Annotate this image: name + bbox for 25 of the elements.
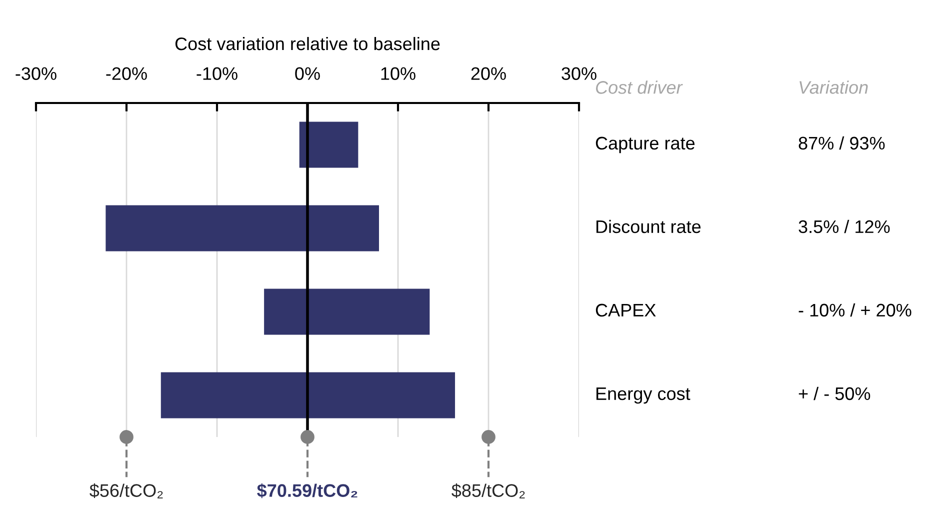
text: - 10% / + 20% xyxy=(798,303,912,317)
text: Cost driver xyxy=(596,80,683,94)
text: 87% / 93% xyxy=(798,136,885,150)
bar xyxy=(160,372,456,418)
ref-line-label: $85/tCO₂ xyxy=(452,483,525,498)
x-tick-label: 10% xyxy=(381,67,416,80)
x-tick-label: -20% xyxy=(106,67,147,80)
y-tick-label: Discount rate xyxy=(596,220,701,234)
x-tick-label: 0% xyxy=(295,67,320,80)
x-axis-title: Cost variation relative to baseline xyxy=(175,36,440,50)
text: Variation xyxy=(800,80,868,94)
bar xyxy=(106,205,379,252)
ref-line-label: $56/tCO₂ xyxy=(90,483,163,498)
x-tick-label: 20% xyxy=(471,67,506,80)
text: + / - 50% xyxy=(798,386,870,400)
ref-line-label: $70.59/tCO₂ xyxy=(257,483,358,498)
text: 3.5% / 12% xyxy=(798,220,890,234)
x-tick-label: 30% xyxy=(562,67,596,80)
y-tick-label: Capture rate xyxy=(596,136,695,154)
y-tick-label: CAPEX xyxy=(596,304,656,317)
x-tick-label: -30% xyxy=(16,67,56,80)
y-tick-label: Energy cost xyxy=(596,387,690,404)
x-tick-label: -10% xyxy=(196,67,238,80)
bar xyxy=(264,288,430,335)
bar xyxy=(299,122,358,168)
